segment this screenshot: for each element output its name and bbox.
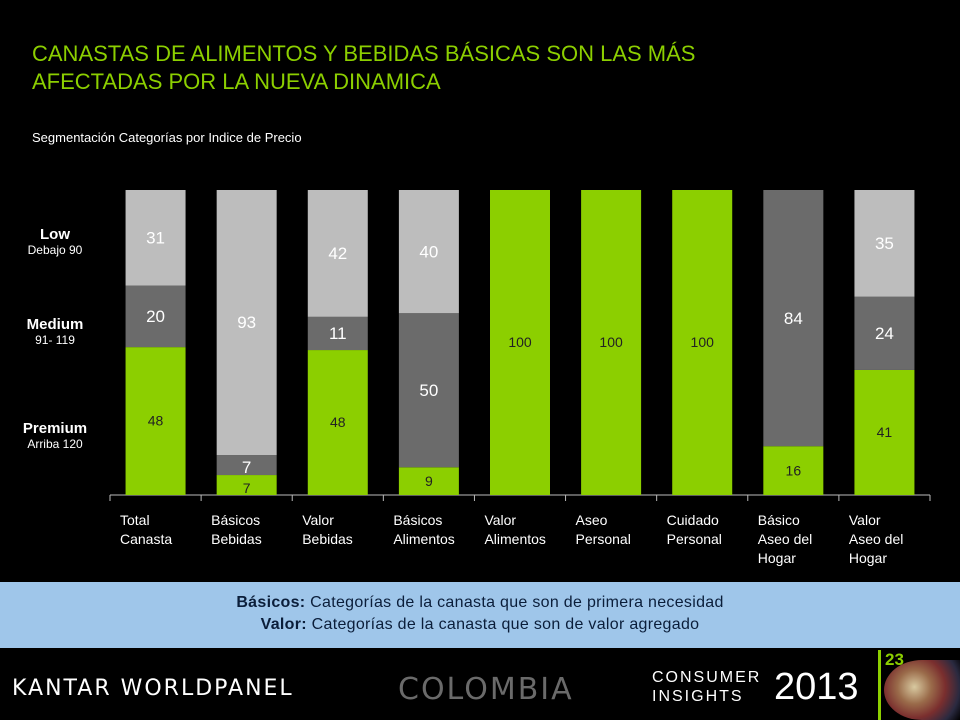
title-line-2: AFECTADAS POR LA NUEVA DINAMICA: [32, 69, 441, 94]
data-label-medium: 50: [419, 381, 438, 400]
title-line-1: CANASTAS DE ALIMENTOS Y BEBIDAS BÁSICAS …: [32, 41, 696, 66]
bar-segment-low: [854, 190, 915, 297]
chart-subtitle: Segmentación Categorías por Indice de Pr…: [32, 130, 302, 145]
bar-segment-medium: [398, 313, 459, 468]
category-label: Valor: [849, 512, 881, 528]
data-label-medium: 11: [329, 324, 347, 343]
country-label: COLOMBIA: [398, 672, 574, 707]
data-label-premium: 100: [508, 334, 532, 350]
globe-image: [884, 660, 960, 720]
tier-medium: Medium 91- 119: [0, 316, 110, 347]
data-label-premium: 7: [243, 480, 251, 496]
note-basicos: Básicos: Categorías de la canasta que so…: [0, 592, 960, 614]
category-label: Aseo del: [849, 531, 903, 547]
data-label-medium: 20: [146, 307, 165, 326]
bar-segment-premium: [763, 446, 824, 495]
data-label-premium: 9: [425, 473, 433, 489]
bar-segment-low: [216, 190, 277, 456]
category-label: Aseo del: [758, 531, 812, 547]
category-label: Hogar: [849, 550, 887, 566]
category-label: Alimentos: [484, 531, 545, 547]
category-label: Personal: [667, 531, 722, 547]
category-label: Básicos: [211, 512, 260, 528]
note-basicos-text: Categorías de la canasta que son de prim…: [305, 594, 724, 611]
page-number: 23: [878, 650, 911, 720]
bar-segment-premium: [398, 467, 459, 495]
category-label: Valor: [484, 512, 516, 528]
bar-segment-low: [307, 190, 368, 317]
page-title: CANASTAS DE ALIMENTOS Y BEBIDAS BÁSICAS …: [32, 40, 912, 96]
data-label-low: 35: [875, 234, 894, 253]
data-label-medium: 24: [875, 324, 894, 343]
category-label: Personal: [576, 531, 631, 547]
tier-premium: Premium Arriba 120: [0, 420, 110, 451]
category-label: Hogar: [758, 550, 796, 566]
bar-segment-premium: [490, 190, 550, 495]
tier-low-range: Debajo 90: [27, 243, 83, 257]
bar-segment-medium: [125, 285, 186, 348]
data-label-premium: 100: [691, 334, 715, 350]
note-valor-term: Valor:: [260, 616, 307, 633]
category-label: Bebidas: [302, 531, 353, 547]
bar-segment-medium: [854, 296, 915, 370]
category-label: Aseo: [576, 512, 608, 528]
tier-premium-name: Premium: [22, 420, 88, 437]
bar-segment-premium: [307, 350, 368, 495]
tier-low: Low Debajo 90: [0, 226, 110, 257]
category-label: Básicos: [393, 512, 442, 528]
category-label: Alimentos: [393, 531, 454, 547]
data-label-medium: 84: [784, 309, 803, 328]
data-label-premium: 16: [786, 462, 802, 478]
year-label: 2013: [774, 666, 859, 708]
category-label: Canasta: [120, 531, 172, 547]
data-label-low: 93: [237, 313, 256, 332]
bar-segment-medium: [763, 190, 824, 447]
ci-line-2: INSIGHTS: [652, 688, 744, 705]
tier-medium-name: Medium: [26, 316, 84, 333]
data-label-premium: 100: [599, 334, 623, 350]
note-basicos-term: Básicos:: [236, 594, 306, 611]
category-label: Básico: [758, 512, 800, 528]
category-label: Cuidado: [667, 512, 719, 528]
data-label-low: 42: [328, 244, 347, 263]
bar-segment-low: [125, 190, 186, 286]
definitions-box: Básicos: Categorías de la canasta que so…: [0, 582, 960, 648]
brand-logo: KANTAR WORLDPANEL: [12, 676, 294, 701]
footer: [0, 650, 960, 720]
note-valor-text: Categorías de la canasta que son de valo…: [306, 616, 700, 633]
bar-segment-premium: [581, 190, 642, 495]
data-label-medium: 7: [242, 458, 251, 477]
bar-segment-premium: [125, 347, 186, 495]
page-number-text: 23: [885, 650, 904, 669]
category-label: Bebidas: [211, 531, 262, 547]
bar-segment-premium: [854, 369, 915, 495]
data-label-premium: 48: [330, 414, 346, 430]
consumer-insights-label: CONSUMER INSIGHTS: [652, 668, 761, 706]
tier-low-name: Low: [40, 226, 70, 243]
bar-segment-premium: [672, 190, 733, 495]
tier-medium-range: 91- 119: [35, 333, 75, 347]
bar-segment-medium: [307, 316, 368, 351]
data-label-low: 31: [146, 228, 165, 247]
bar-segment-medium: [216, 455, 277, 476]
bar-segment-premium: [216, 475, 277, 495]
data-label-premium: 41: [877, 424, 893, 440]
ci-line-1: CONSUMER: [652, 669, 762, 686]
stacked-bar-chart: 48 20 31 Total Canasta 7 7 93 Básicos Bebidas 48 11…: [109, 190, 931, 566]
tier-premium-range: Arriba 120: [27, 437, 83, 451]
data-label-low: 40: [419, 242, 438, 261]
category-label: Total: [120, 512, 150, 528]
bar-segment-low: [398, 190, 459, 314]
data-label-premium: 48: [148, 413, 164, 429]
category-label: Valor: [302, 512, 334, 528]
note-valor: Valor: Categorías de la canasta que son …: [0, 614, 960, 636]
